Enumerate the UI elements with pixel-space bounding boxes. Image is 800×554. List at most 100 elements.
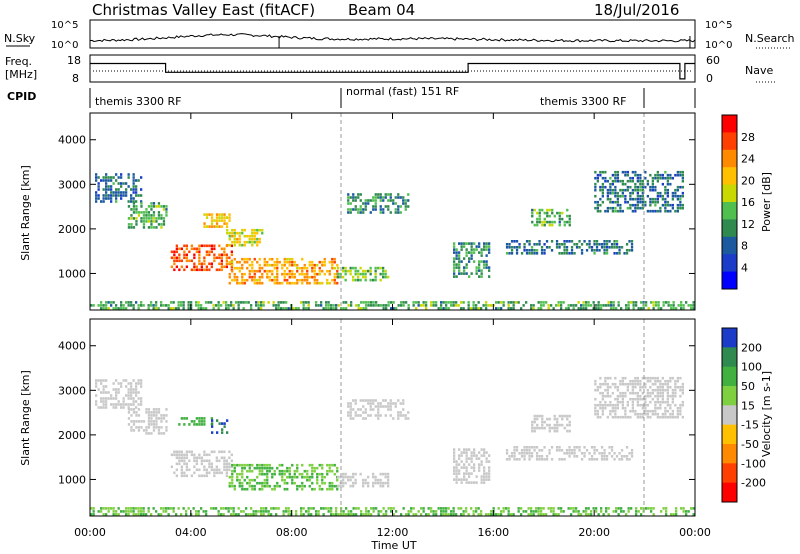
range-cell — [609, 206, 612, 210]
range-cell — [157, 202, 161, 205]
range-cell — [667, 301, 670, 304]
range-cell — [671, 176, 674, 180]
range-cell — [162, 414, 166, 417]
range-cell — [233, 278, 236, 282]
range-cell — [568, 455, 571, 458]
range-cell — [177, 307, 180, 310]
range-cell — [505, 452, 509, 455]
range-cell — [223, 456, 226, 460]
range-cell — [651, 397, 654, 401]
range-cell — [592, 301, 595, 304]
range-cell — [183, 453, 186, 457]
range-cell — [243, 463, 246, 467]
range-cell — [271, 472, 274, 476]
range-cell — [325, 301, 328, 304]
range-cell — [636, 185, 639, 189]
range-cell — [95, 379, 98, 382]
range-cell — [645, 301, 648, 304]
range-cell — [241, 472, 244, 476]
range-cell — [357, 208, 360, 211]
range-cell — [345, 307, 348, 310]
range-cell — [102, 388, 105, 391]
range-cell — [610, 449, 614, 452]
range-cell — [665, 301, 668, 304]
range-cell — [528, 243, 531, 246]
range-cell — [160, 507, 163, 510]
range-cell — [316, 272, 319, 276]
range-cell — [601, 194, 604, 198]
range-cell — [560, 458, 564, 461]
range-cell — [372, 475, 375, 479]
range-cell — [480, 463, 483, 466]
range-cell — [599, 382, 602, 386]
range-cell — [155, 411, 158, 414]
range-cell — [453, 245, 456, 248]
range-cell — [97, 188, 100, 191]
range-cell — [147, 304, 150, 307]
range-cell — [556, 429, 559, 433]
range-cell — [547, 307, 550, 310]
range-cell — [145, 513, 148, 516]
range-cell — [291, 260, 294, 264]
range-cell — [605, 252, 609, 255]
range-cell — [505, 449, 509, 452]
range-cell — [681, 391, 684, 395]
range-cell — [585, 307, 588, 310]
range-cell — [671, 203, 674, 207]
range-cell — [107, 507, 110, 510]
range-cell — [302, 304, 305, 307]
range-cell — [233, 237, 236, 241]
range-cell — [660, 510, 663, 513]
range-cell — [397, 196, 400, 199]
range-cell — [480, 448, 483, 451]
range-cell — [470, 251, 473, 254]
range-cell — [135, 200, 138, 203]
range-cell — [531, 211, 534, 215]
range-cell — [130, 385, 133, 388]
range-cell — [345, 513, 348, 516]
range-cell — [639, 388, 642, 392]
range-cell — [594, 206, 597, 210]
range-cell — [178, 459, 181, 463]
range-cell — [664, 185, 667, 189]
range-cell — [651, 388, 654, 392]
range-cell — [152, 304, 155, 307]
range-cell — [203, 453, 206, 457]
range-cell — [619, 415, 622, 419]
range-cell — [473, 242, 476, 245]
range-cell — [342, 275, 345, 279]
range-cell — [561, 211, 564, 215]
range-cell — [531, 429, 534, 433]
range-cell — [483, 263, 486, 266]
range-cell — [115, 200, 118, 203]
range-cell — [463, 451, 466, 454]
range-cell — [475, 272, 478, 275]
range-cell — [137, 397, 140, 400]
range-cell — [130, 382, 133, 385]
range-cell — [389, 211, 392, 214]
range-cell — [367, 414, 370, 417]
range-cell — [228, 450, 231, 454]
range-cell — [297, 307, 300, 310]
range-cell — [671, 409, 674, 413]
range-cell — [636, 397, 639, 401]
range-cell — [200, 268, 203, 272]
range-cell — [165, 211, 168, 214]
range-cell — [614, 200, 617, 204]
range-cell — [296, 466, 299, 470]
range-cell — [575, 243, 579, 246]
range-cell — [170, 265, 173, 269]
colorbar-swatch — [722, 386, 737, 406]
range-cell — [615, 252, 619, 255]
range-cell — [130, 420, 133, 423]
range-cell — [512, 513, 515, 516]
range-cell — [625, 446, 629, 449]
range-cell — [328, 466, 331, 470]
range-cell — [326, 281, 329, 285]
range-cell — [656, 397, 659, 401]
range-cell — [485, 245, 488, 248]
range-cell — [592, 307, 595, 310]
range-cell — [263, 260, 266, 264]
range-cell — [525, 301, 528, 304]
range-cell — [220, 471, 223, 475]
